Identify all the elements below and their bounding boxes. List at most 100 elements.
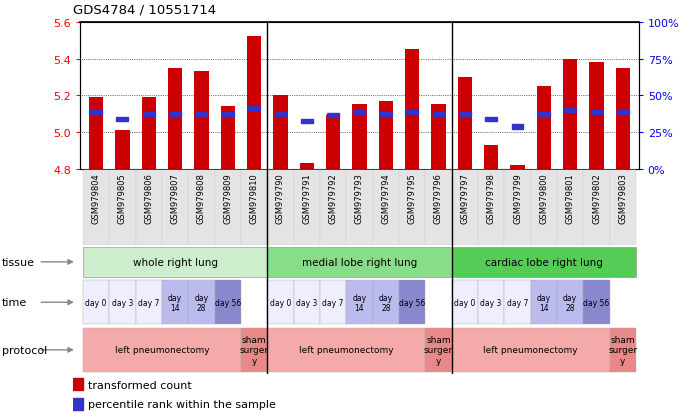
Bar	[214, 169, 241, 246]
Text: day 56: day 56	[584, 298, 609, 307]
Text: transformed count: transformed count	[89, 380, 192, 390]
Bar	[241, 328, 267, 372]
Bar	[73, 378, 83, 390]
Bar	[478, 169, 505, 246]
Bar	[433, 112, 445, 116]
Bar	[452, 328, 609, 372]
Bar	[425, 328, 452, 372]
Text: sham
surger
y: sham surger y	[608, 335, 637, 365]
Bar	[431, 105, 446, 169]
Bar	[294, 169, 320, 246]
Bar	[142, 98, 156, 169]
Text: GSM979795: GSM979795	[408, 172, 417, 223]
Bar	[563, 59, 577, 169]
Bar	[267, 281, 294, 324]
Text: sham
surger
y: sham surger y	[239, 335, 269, 365]
Bar	[135, 169, 162, 246]
Bar	[320, 169, 346, 246]
Bar	[505, 281, 530, 324]
Bar	[135, 281, 162, 324]
Text: GSM979793: GSM979793	[355, 172, 364, 223]
Bar	[373, 281, 399, 324]
Bar	[83, 328, 241, 372]
Text: GSM979800: GSM979800	[540, 172, 549, 223]
Bar	[505, 169, 530, 246]
Text: day 7: day 7	[138, 298, 159, 307]
Bar	[538, 112, 550, 116]
Bar	[89, 98, 103, 169]
Text: day 0: day 0	[454, 298, 475, 307]
Bar	[346, 169, 373, 246]
Text: day 0: day 0	[85, 298, 107, 307]
Bar	[274, 112, 286, 116]
Text: GSM979798: GSM979798	[487, 172, 496, 223]
Bar	[399, 281, 425, 324]
Bar	[327, 114, 339, 118]
Bar	[584, 281, 609, 324]
Bar	[530, 169, 557, 246]
Text: tissue: tissue	[2, 257, 35, 267]
Bar	[273, 96, 288, 169]
Text: day
28: day 28	[194, 293, 209, 312]
Bar	[530, 281, 557, 324]
Text: left pneumonectomy: left pneumonectomy	[114, 346, 209, 354]
Bar	[110, 281, 135, 324]
Bar	[459, 112, 470, 116]
Bar	[373, 169, 399, 246]
Bar	[452, 169, 478, 246]
Bar	[188, 281, 214, 324]
Bar	[90, 111, 102, 114]
Text: medial lobe right lung: medial lobe right lung	[302, 257, 417, 267]
Bar	[564, 109, 576, 113]
Bar	[299, 164, 314, 169]
Bar	[195, 112, 207, 116]
Bar	[584, 169, 609, 246]
Bar	[83, 281, 110, 324]
Text: left pneumonectomy: left pneumonectomy	[299, 346, 394, 354]
Bar	[162, 169, 188, 246]
Text: day 56: day 56	[399, 298, 425, 307]
Bar	[478, 281, 505, 324]
Bar	[214, 281, 241, 324]
Text: GSM979791: GSM979791	[302, 172, 311, 223]
Text: whole right lung: whole right lung	[133, 257, 218, 267]
Text: day 0: day 0	[269, 298, 291, 307]
Bar	[609, 328, 636, 372]
Bar	[221, 107, 235, 169]
Text: time: time	[2, 297, 27, 308]
Text: sham
surger
y: sham surger y	[424, 335, 453, 365]
Text: day 7: day 7	[322, 298, 344, 307]
Text: day 56: day 56	[215, 298, 241, 307]
Bar	[294, 281, 320, 324]
Bar	[458, 78, 472, 169]
Bar	[399, 169, 425, 246]
Text: GSM979801: GSM979801	[565, 172, 574, 223]
Bar	[354, 111, 365, 114]
Bar	[406, 111, 418, 114]
Text: GSM979804: GSM979804	[91, 172, 101, 223]
Bar	[537, 87, 551, 169]
Text: GSM979799: GSM979799	[513, 172, 522, 223]
Text: GSM979805: GSM979805	[118, 172, 127, 223]
Text: protocol: protocol	[2, 345, 47, 355]
Bar	[194, 72, 209, 169]
Bar	[617, 111, 629, 114]
Bar	[222, 112, 234, 116]
Text: GSM979810: GSM979810	[250, 172, 259, 223]
Bar	[485, 118, 497, 122]
Bar	[405, 50, 419, 169]
Bar	[326, 116, 341, 169]
Text: day
14: day 14	[352, 293, 366, 312]
Bar	[83, 247, 267, 278]
Text: GSM979790: GSM979790	[276, 172, 285, 223]
Text: day 7: day 7	[507, 298, 528, 307]
Text: GDS4784 / 10551714: GDS4784 / 10551714	[73, 4, 216, 17]
Bar	[557, 169, 584, 246]
Text: GSM979803: GSM979803	[618, 172, 628, 223]
Bar	[188, 169, 214, 246]
Bar	[267, 247, 452, 278]
Bar	[247, 37, 261, 169]
Bar	[609, 169, 636, 246]
Bar	[83, 169, 110, 246]
Bar	[241, 169, 267, 246]
